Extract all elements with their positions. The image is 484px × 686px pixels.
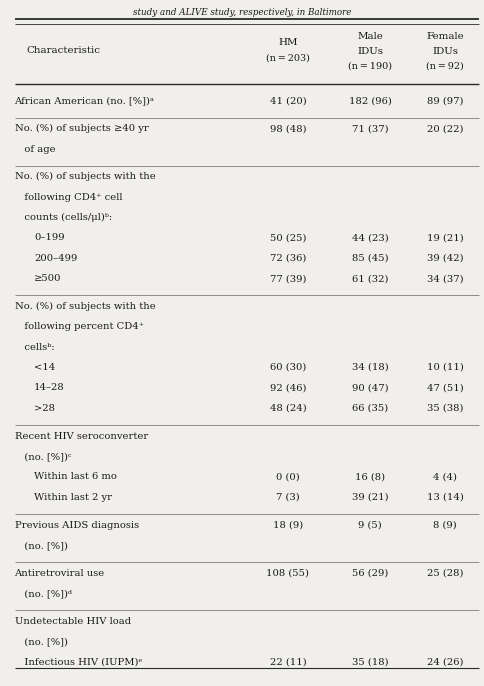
Text: (no. [%]): (no. [%]) [15,637,68,646]
Text: Infectious HIV (IUPM)ᵉ: Infectious HIV (IUPM)ᵉ [15,658,142,667]
Text: 39 (21): 39 (21) [352,493,389,501]
Text: (n = 203): (n = 203) [266,54,310,62]
Text: 4 (4): 4 (4) [433,472,457,482]
Text: 16 (8): 16 (8) [355,472,385,482]
Text: 98 (48): 98 (48) [270,124,306,133]
Text: 0–199: 0–199 [34,233,64,242]
Text: Within last 6 mo: Within last 6 mo [34,472,117,482]
Text: 72 (36): 72 (36) [270,254,306,263]
Text: IDUs: IDUs [357,47,383,56]
Text: Antiretroviral use: Antiretroviral use [15,569,105,578]
Text: (no. [%]): (no. [%]) [15,541,68,550]
Text: 10 (11): 10 (11) [427,363,464,372]
Text: 18 (9): 18 (9) [273,521,303,530]
Text: (n = 190): (n = 190) [348,62,392,71]
Text: Female: Female [426,32,464,40]
Text: IDUs: IDUs [432,47,458,56]
Text: 35 (38): 35 (38) [427,403,464,413]
Text: >28: >28 [34,403,55,413]
Text: Within last 2 yr: Within last 2 yr [34,493,112,501]
Text: 25 (28): 25 (28) [427,569,464,578]
Text: 22 (11): 22 (11) [270,658,306,667]
Text: Characteristic: Characteristic [26,46,100,56]
Text: 66 (35): 66 (35) [352,403,388,413]
Text: counts (cells/μl)ᵇ:: counts (cells/μl)ᵇ: [15,213,112,222]
Text: following percent CD4⁺: following percent CD4⁺ [15,322,144,331]
Text: Recent HIV seroconverter: Recent HIV seroconverter [15,431,148,440]
Text: No. (%) of subjects with the: No. (%) of subjects with the [15,302,155,311]
Text: No. (%) of subjects ≥40 yr: No. (%) of subjects ≥40 yr [15,124,148,133]
Text: 77 (39): 77 (39) [270,274,306,283]
Text: 34 (37): 34 (37) [427,274,464,283]
Text: 20 (22): 20 (22) [427,124,464,133]
Text: 48 (24): 48 (24) [270,403,306,413]
Text: 7 (3): 7 (3) [276,493,300,501]
Text: study and ALIVE study, respectively, in Baltimore: study and ALIVE study, respectively, in … [133,8,351,17]
Text: 61 (32): 61 (32) [352,274,389,283]
Text: 50 (25): 50 (25) [270,233,306,242]
Text: 13 (14): 13 (14) [427,493,464,501]
Text: 56 (29): 56 (29) [352,569,389,578]
Text: 9 (5): 9 (5) [358,521,382,530]
Text: 0 (0): 0 (0) [276,472,300,482]
Text: 182 (96): 182 (96) [349,96,392,105]
Text: 60 (30): 60 (30) [270,363,306,372]
Text: <14: <14 [34,363,55,372]
Text: 39 (42): 39 (42) [427,254,464,263]
Text: 200–499: 200–499 [34,254,77,263]
Text: following CD4⁺ cell: following CD4⁺ cell [15,193,122,202]
Text: ≥500: ≥500 [34,274,61,283]
Text: 90 (47): 90 (47) [352,383,389,392]
Text: Undetectable HIV load: Undetectable HIV load [15,617,131,626]
Text: No. (%) of subjects with the: No. (%) of subjects with the [15,172,155,182]
Text: 108 (55): 108 (55) [267,569,309,578]
Text: 35 (18): 35 (18) [352,658,389,667]
Text: 47 (51): 47 (51) [427,383,464,392]
Text: (no. [%])ᵈ: (no. [%])ᵈ [15,589,72,598]
Text: 89 (97): 89 (97) [427,96,464,105]
Text: 19 (21): 19 (21) [427,233,464,242]
Text: 8 (9): 8 (9) [433,521,457,530]
Text: 85 (45): 85 (45) [352,254,389,263]
Text: cellsᵇ:: cellsᵇ: [15,343,54,352]
Text: 92 (46): 92 (46) [270,383,306,392]
Text: African American (no. [%])ᵃ: African American (no. [%])ᵃ [15,96,154,105]
Text: 41 (20): 41 (20) [270,96,306,105]
Text: (n = 92): (n = 92) [426,62,464,71]
Text: HM: HM [278,38,298,47]
Text: (no. [%])ᶜ: (no. [%])ᶜ [15,452,71,461]
Text: 24 (26): 24 (26) [427,658,464,667]
Text: 71 (37): 71 (37) [352,124,389,133]
Text: Previous AIDS diagnosis: Previous AIDS diagnosis [15,521,138,530]
Text: Male: Male [357,32,383,40]
Text: 14–28: 14–28 [34,383,65,392]
Text: 44 (23): 44 (23) [352,233,389,242]
Text: 34 (18): 34 (18) [352,363,389,372]
Text: of age: of age [15,145,55,154]
